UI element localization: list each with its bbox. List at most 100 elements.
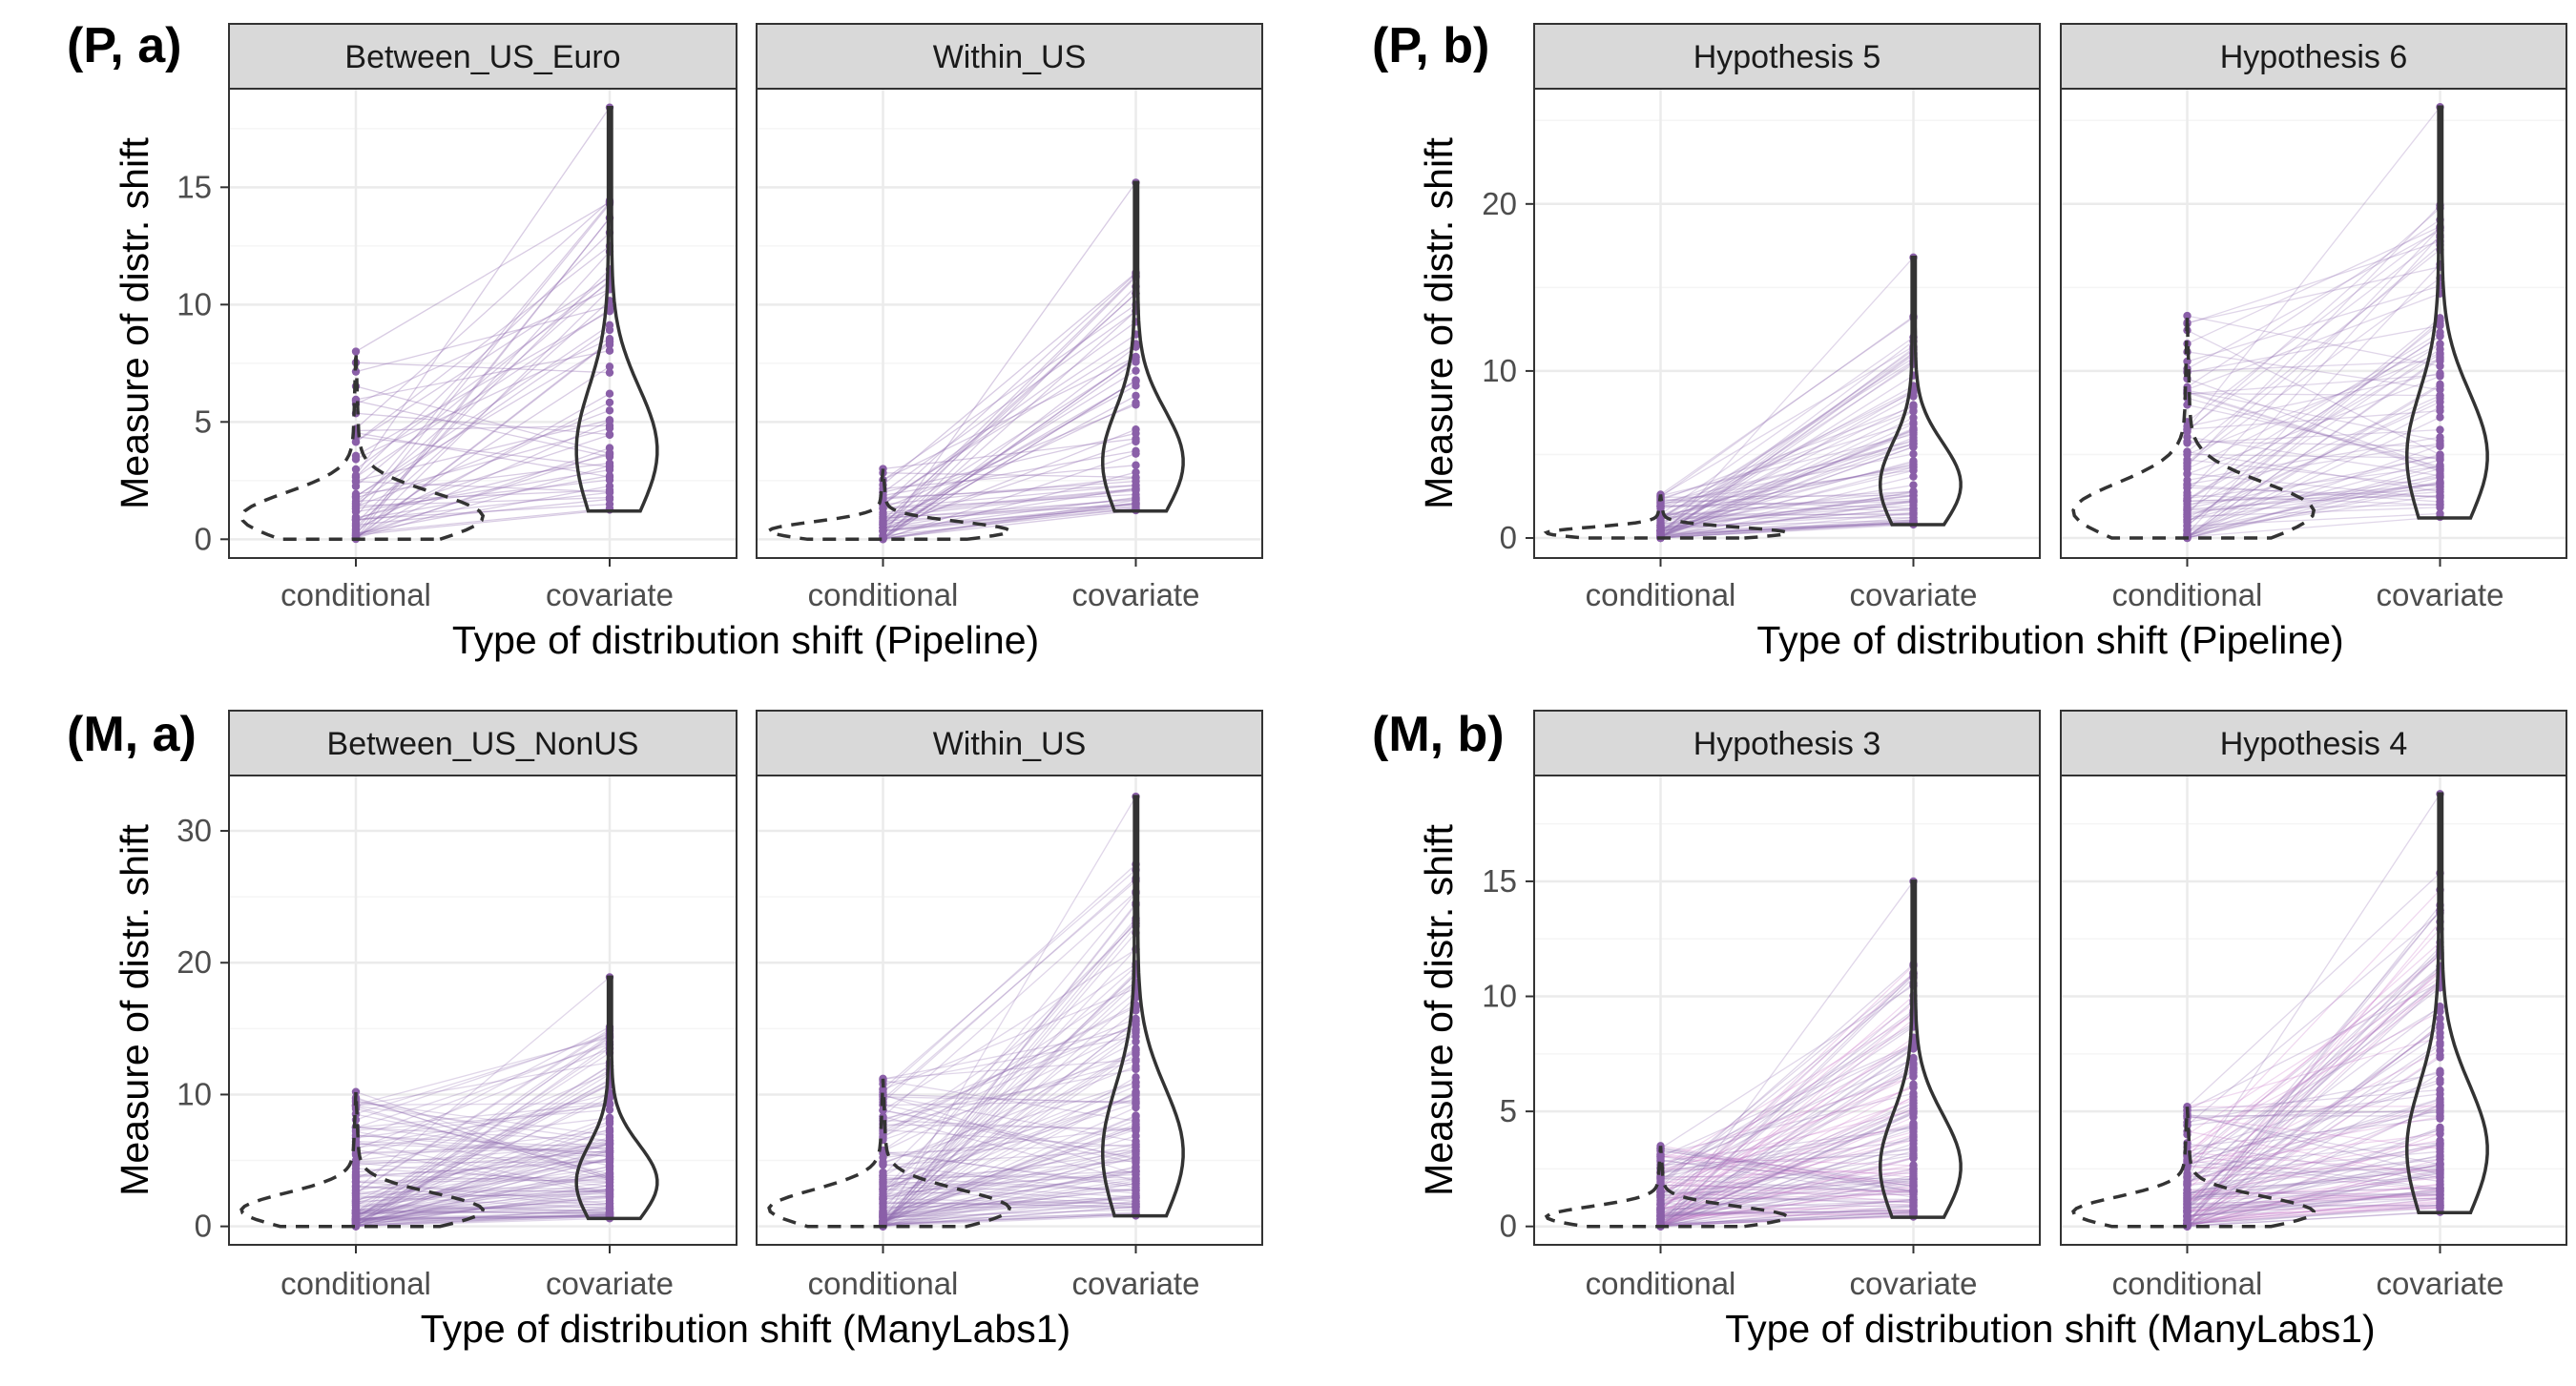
pair-line [883,1149,1136,1166]
conditional-point [1656,1200,1665,1210]
pair-line [2187,1202,2441,1226]
pair-line [355,465,611,539]
covariate-point [2436,413,2444,422]
pair-line [883,1123,1136,1223]
pair-line [355,1035,611,1115]
pair-line [1660,453,1914,506]
covariate-point [1132,449,1140,458]
pair-line [883,1049,1136,1224]
facet-strip-label: Hypothesis 5 [1693,39,1881,75]
conditional-point [2183,469,2192,479]
pair-line [2187,465,2441,500]
pair-line [883,1114,1136,1222]
pair-line [355,232,611,478]
pair-line [883,1185,1136,1202]
pair-line [1660,516,1914,539]
pair-line [883,503,1136,522]
pair-line [355,452,611,536]
conditional-point [351,489,361,499]
covariate-point [1132,358,1140,366]
pair-line [1660,1037,1914,1216]
pair-line [1660,1096,1914,1228]
pair-line [883,963,1136,1139]
pair-line [883,925,1136,1228]
pair-line [1660,1112,1914,1227]
covariate-point [1132,366,1140,375]
facet-strip [228,23,737,90]
pair-line [883,1187,1136,1219]
covariate-point [2436,1123,2444,1132]
pair-line [2187,481,2441,531]
pair-line [883,1213,1136,1225]
pair-line [355,1209,611,1215]
covariate-point [1132,342,1140,351]
pair-line [355,1106,611,1180]
pair-line [883,493,1136,509]
pair-line [1660,1189,1914,1197]
pair-line [883,1119,1136,1132]
pair-line [2187,1176,2441,1191]
pair-line [1660,341,1914,532]
pair-line [883,275,1136,526]
pair-line [2187,1116,2441,1163]
pair-line [2187,395,2441,508]
covariate-violin [574,105,659,513]
conditional-point [1656,502,1665,510]
pair-line [883,465,1136,489]
pair-line [2187,453,2441,459]
pair-line [2187,390,2441,471]
y-tick-label: 30 [177,813,212,848]
pair-line [355,1210,611,1214]
pair-line [1660,1200,1914,1210]
x-axis: conditional covariate [2112,558,2503,612]
pair-line [1660,1046,1914,1227]
pair-line [1660,1014,1914,1169]
pair-line [883,1030,1136,1195]
pair-line [883,1170,1136,1181]
conditional-violin [2071,1107,2316,1229]
x-tick-label: conditional [808,577,959,612]
pair-line [1660,1210,1914,1215]
pair-line [355,1168,611,1183]
covariate-point [1909,497,1918,507]
pair-line [355,1161,611,1164]
pair-line [883,1119,1136,1217]
pair-line [355,412,611,436]
y-tick-label: 10 [1482,353,1517,388]
facet-strip [228,710,737,776]
covariate-point [1909,1092,1918,1101]
pair-line [355,1141,611,1194]
conditional-point [2183,311,2192,321]
pair-line [2187,889,2441,1158]
pair-line [355,436,611,468]
pair-line [1660,1011,1914,1228]
pair-line [883,1094,1136,1189]
covariate-point [605,424,614,433]
covariate-point [1132,1162,1140,1171]
pair-line [2187,1128,2441,1228]
pair-line [1660,1047,1914,1227]
pair-line [355,1123,611,1226]
pair-line [1660,443,1914,519]
pair-line [883,920,1136,1225]
pair-line [355,1150,611,1212]
pair-line [355,1037,611,1215]
conditional-point [2183,1179,2192,1188]
pair-line [2187,982,2441,1111]
pair-line [355,310,611,457]
pair-line [1660,1111,1914,1226]
pair-line [355,409,611,507]
pair-line [883,1150,1136,1189]
pair-line [1660,1198,1914,1226]
pair-line [883,273,1136,507]
pair-line [2187,392,2441,397]
covariate-point [2436,451,2444,461]
y-tick-label: 20 [177,944,212,980]
pair-line [2187,391,2441,472]
y-tick-label: 5 [1500,1093,1517,1128]
pair-line [355,1129,611,1162]
pair-line [355,432,611,478]
pair-line [1660,1069,1914,1227]
pair-line [1660,984,1914,1149]
covariate-point [1132,377,1140,385]
